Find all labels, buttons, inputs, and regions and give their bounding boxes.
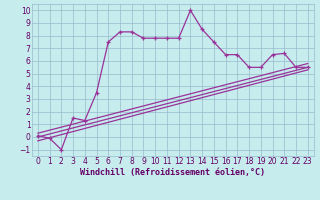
X-axis label: Windchill (Refroidissement éolien,°C): Windchill (Refroidissement éolien,°C) [80, 168, 265, 177]
